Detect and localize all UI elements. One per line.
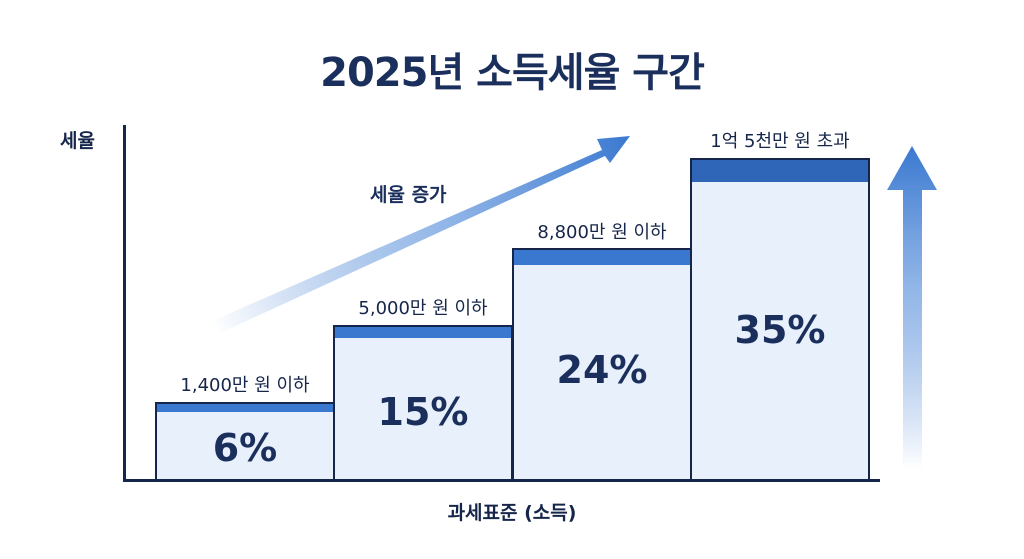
x-axis-label: 과세표준 (소득) bbox=[447, 502, 577, 524]
bar-bracket-1: 6% bbox=[155, 402, 335, 480]
bar-rate: 15% bbox=[377, 390, 469, 434]
rate-increase-label: 세율 증가 bbox=[370, 184, 447, 206]
bar-bracket-4: 35% bbox=[690, 158, 870, 480]
bar-label: 1억 5천만 원 초과 bbox=[710, 131, 850, 152]
bar-rate: 6% bbox=[212, 426, 278, 470]
bar-bracket-2: 15% bbox=[333, 325, 513, 480]
chart-title: 2025년 소득세율 구간 bbox=[320, 50, 705, 96]
bar-rate: 24% bbox=[556, 348, 648, 392]
x-axis-line bbox=[123, 479, 880, 482]
diagonal-arrow-icon bbox=[210, 136, 630, 335]
y-axis-line bbox=[123, 125, 126, 481]
bar-label: 5,000만 원 이하 bbox=[358, 298, 488, 319]
bar-top-band bbox=[514, 250, 690, 265]
bar-bracket-3: 24% bbox=[512, 248, 692, 480]
bar-rate: 35% bbox=[734, 308, 826, 352]
bar-top-band bbox=[157, 404, 333, 412]
bar-label: 8,800만 원 이하 bbox=[537, 222, 667, 243]
y-axis-label: 세율 bbox=[60, 130, 95, 152]
vertical-arrow-icon bbox=[887, 146, 937, 470]
bar-label: 1,400만 원 이하 bbox=[180, 375, 310, 396]
bar-top-band bbox=[335, 327, 511, 338]
bar-top-band bbox=[692, 160, 868, 182]
